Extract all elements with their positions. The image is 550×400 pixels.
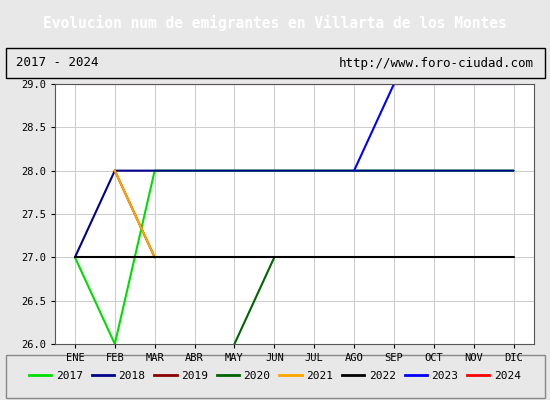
Legend: 2017, 2018, 2019, 2020, 2021, 2022, 2023, 2024: 2017, 2018, 2019, 2020, 2021, 2022, 2023… xyxy=(25,366,525,386)
Text: 2017 - 2024: 2017 - 2024 xyxy=(16,56,99,70)
Text: http://www.foro-ciudad.com: http://www.foro-ciudad.com xyxy=(338,56,534,70)
FancyBboxPatch shape xyxy=(6,48,544,78)
FancyBboxPatch shape xyxy=(6,355,544,398)
Text: Evolucion num de emigrantes en Villarta de los Montes: Evolucion num de emigrantes en Villarta … xyxy=(43,15,507,31)
